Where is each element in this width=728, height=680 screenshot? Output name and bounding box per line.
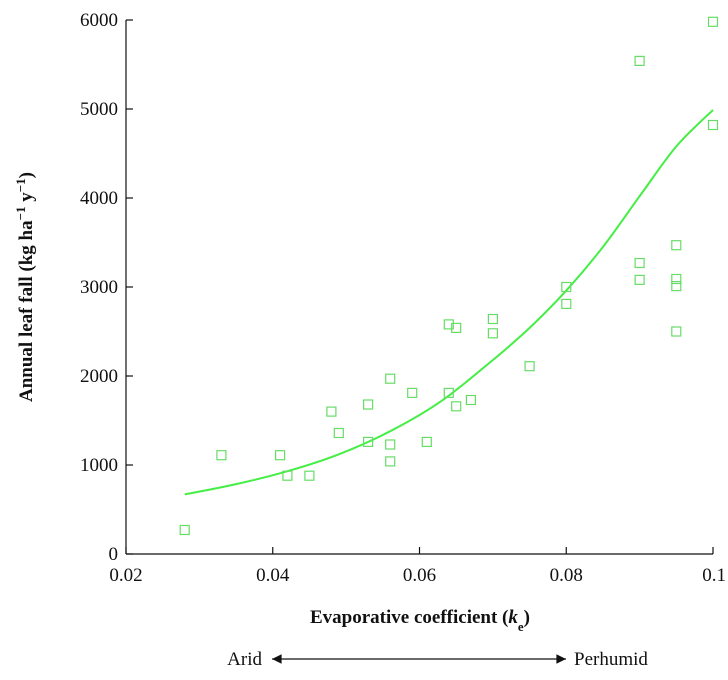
y-axis-title: Annual leaf fall (kg ha−1 y−1) [13, 172, 38, 402]
data-point [707, 119, 719, 131]
x-axis-title-subscript: e [518, 619, 524, 634]
data-point [707, 16, 719, 27]
data-point [282, 470, 293, 481]
y-tick-label: 1000 [80, 455, 118, 476]
data-point [304, 470, 315, 481]
data-point [561, 281, 572, 293]
y-axis-title-sup1: −1 [13, 206, 28, 220]
data-point [561, 298, 572, 309]
data-point [443, 387, 454, 398]
x-axis-title-text: Evaporative coefficient ( [310, 607, 508, 628]
y-axis-title-middle: y [16, 192, 37, 207]
y-tick-label: 6000 [80, 10, 118, 31]
data-point [671, 281, 682, 292]
y-tick-label: 0 [109, 544, 119, 565]
data-point [451, 322, 462, 333]
data-point [363, 399, 374, 410]
data-point [407, 387, 418, 398]
data-point [363, 436, 374, 447]
y-tick-label: 5000 [80, 99, 118, 120]
y-tick-label: 2000 [80, 366, 118, 387]
data-point [487, 328, 498, 339]
data-points [179, 16, 719, 536]
x-tick-label: 0.04 [256, 565, 290, 586]
data-point [451, 401, 462, 412]
fit-curve [184, 109, 714, 496]
y-tick-label: 4000 [80, 188, 118, 209]
data-point [333, 427, 344, 439]
data-point [671, 326, 682, 337]
arid-perhumid-scale: Arid Perhumid [227, 649, 648, 670]
axes [125, 20, 713, 555]
data-point [443, 319, 454, 330]
x-axis-ticks: 0.02 0.04 0.06 0.08 0.1 [109, 547, 726, 586]
x-tick-label: 0.06 [403, 565, 436, 586]
x-tick-label: 0.1 [702, 565, 726, 586]
data-point [385, 439, 396, 450]
data-point [671, 240, 682, 251]
x-tick-label: 0.08 [550, 565, 583, 586]
y-axis-title-suffix: ) [16, 172, 37, 178]
x-axis-title: Evaporative coefficient (ke) [310, 607, 530, 634]
y-axis-title-sup2: −1 [13, 178, 28, 192]
scale-label-arid: Arid [227, 649, 262, 670]
y-axis-title-text: Annual leaf fall (kg ha [16, 220, 37, 402]
x-axis-title-symbol: k [508, 607, 518, 628]
data-point [326, 406, 337, 417]
data-point [634, 55, 645, 67]
data-point [634, 257, 645, 269]
data-point [385, 456, 396, 467]
data-point [671, 273, 682, 285]
data-point [179, 524, 190, 536]
data-point [421, 436, 432, 447]
y-axis-ticks: 0 1000 2000 3000 4000 5000 6000 [80, 10, 133, 565]
x-axis-title-suffix: ) [524, 607, 530, 628]
data-point [385, 373, 396, 384]
data-point [524, 361, 535, 372]
data-point [216, 450, 227, 461]
y-tick-label: 3000 [80, 277, 118, 298]
x-tick-label: 0.02 [109, 565, 142, 586]
scale-label-perhumid: Perhumid [574, 649, 648, 670]
data-point [487, 313, 498, 325]
data-point [275, 450, 286, 461]
data-point [634, 274, 645, 285]
data-point [465, 394, 476, 406]
